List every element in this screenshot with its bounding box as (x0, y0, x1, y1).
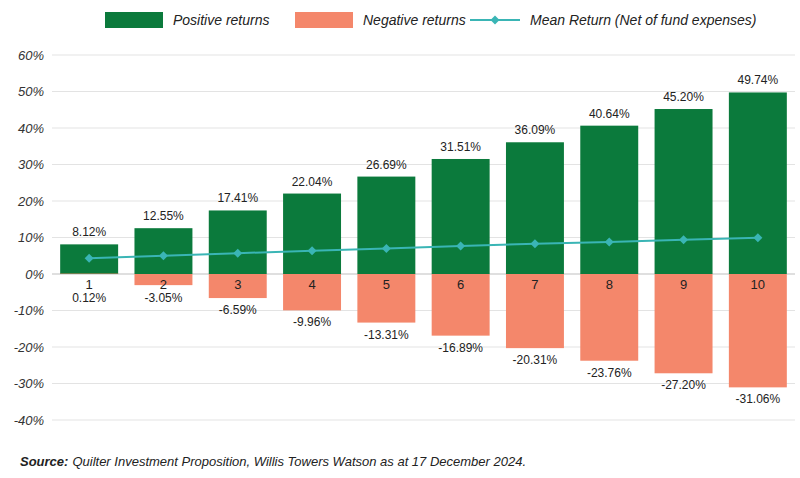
y-tick-label: 10% (18, 230, 44, 245)
legend-swatch (105, 12, 163, 28)
data-label: 49.74% (737, 73, 778, 87)
data-label: -31.06% (735, 392, 780, 406)
bar (655, 274, 713, 373)
marker (456, 241, 465, 250)
data-label: 26.69% (366, 158, 407, 172)
bar (729, 92, 787, 274)
y-tick-label: -20% (14, 340, 44, 355)
x-tick-label: 2 (160, 277, 167, 292)
y-tick-label: -30% (14, 376, 44, 391)
data-label: -20.31% (513, 353, 558, 367)
bar (357, 177, 415, 274)
x-tick-label: 10 (751, 277, 765, 292)
source: Source: Quilter Investment Proposition, W… (20, 454, 526, 469)
marker (233, 249, 242, 258)
data-label: -13.31% (364, 328, 409, 342)
data-label: -16.89% (438, 341, 483, 355)
marker (308, 246, 317, 255)
chart: -40% -30% -20% -10% 0% 10% 20% 30% 40% 50% 60% 8.12… (0, 0, 800, 478)
data-label: 45.20% (663, 90, 704, 104)
y-tick-label: -10% (14, 303, 44, 318)
bar (506, 274, 564, 348)
bar (60, 244, 118, 274)
x-tick-label: 4 (308, 277, 315, 292)
legend-swatch (491, 16, 500, 25)
legend-label: Mean Return (Net of fund expenses) (530, 12, 756, 28)
bar (580, 274, 638, 361)
data-label: -9.96% (293, 315, 331, 329)
data-label: 0.12% (72, 291, 106, 305)
marker (679, 235, 688, 244)
y-tick-label: 60% (18, 48, 44, 63)
labels: 8.12% 12.55% 17.41% 22.04% 26.69% 31.51% 36.09… (72, 73, 780, 406)
x-tick-label: 8 (606, 277, 613, 292)
bar (432, 159, 490, 274)
data-label: 8.12% (72, 225, 106, 239)
x-tick-label: 3 (234, 277, 241, 292)
bar (283, 274, 341, 310)
bar (432, 274, 490, 336)
data-label: 31.51% (440, 140, 481, 154)
bar (729, 274, 787, 387)
legend-label: Positive returns (173, 12, 269, 28)
marker (159, 251, 168, 260)
x-tick-label: 9 (680, 277, 687, 292)
data-label: 12.55% (143, 209, 184, 223)
bar (283, 194, 341, 274)
bar (209, 210, 267, 274)
legend-label: Negative returns (363, 12, 466, 28)
grid-line (52, 420, 795, 421)
grid-line (52, 55, 795, 56)
data-label: -6.59% (219, 303, 257, 317)
bar (655, 109, 713, 274)
y-tick-label: 40% (18, 121, 44, 136)
marker (382, 244, 391, 253)
marker (753, 233, 762, 242)
data-label: 22.04% (292, 175, 333, 189)
x-tick-label: 1 (86, 277, 93, 292)
y-tick-label: 0% (25, 267, 44, 282)
data-label: -27.20% (661, 378, 706, 392)
y-tick-label: -40% (14, 413, 44, 428)
marker (605, 237, 614, 246)
bar (580, 126, 638, 274)
legend-swatch (295, 12, 353, 28)
marker (85, 254, 94, 263)
data-label: -3.05% (144, 291, 182, 305)
y-tick-label: 30% (18, 157, 44, 172)
data-label: 40.64% (589, 107, 630, 121)
data-label: -23.76% (587, 366, 632, 380)
line (89, 238, 758, 258)
x-tick-label: 7 (531, 277, 538, 292)
data-label: 17.41% (217, 191, 258, 205)
plot-marks (60, 92, 787, 387)
source-text: Quilter Investment Proposition, Willis T… (72, 454, 526, 469)
bar (357, 274, 415, 323)
y-tick-label: 50% (18, 84, 44, 99)
bar (209, 274, 267, 298)
bar (506, 142, 564, 274)
bar (60, 273, 118, 274)
x-tick-label: 5 (383, 277, 390, 292)
grid (52, 55, 795, 420)
legend: Positive returns Negative returns Mean Ret… (105, 12, 756, 28)
marker (530, 239, 539, 248)
source-label: Source: (20, 454, 68, 469)
data-label: 36.09% (515, 123, 556, 137)
x-tick-label: 6 (457, 277, 464, 292)
y-tick-label: 20% (17, 194, 44, 209)
bar (134, 228, 192, 274)
